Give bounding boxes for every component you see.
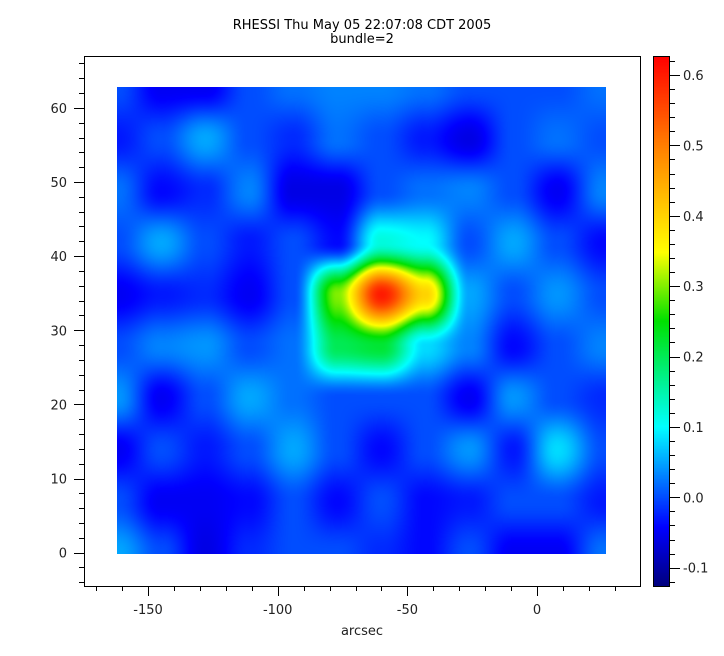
- colorbar: [654, 56, 669, 586]
- colorbar-tick-label: 0.3: [683, 280, 704, 295]
- y-tick-label: 20: [50, 398, 67, 413]
- y-tick-label: 60: [50, 102, 67, 117]
- plot-frame: [84, 56, 641, 587]
- colorbar-tick-label: 0.2: [683, 351, 704, 366]
- colorbar-tick-label: 0.1: [683, 421, 704, 436]
- y-tick-label: 40: [50, 250, 67, 265]
- chart-subtitle: bundle=2: [330, 32, 394, 47]
- x-tick-label: 0: [533, 603, 541, 618]
- x-axis-label: arcsec: [341, 624, 383, 639]
- x-tick-label: -150: [133, 603, 163, 618]
- heatmap-image: [117, 87, 606, 554]
- colorbar-tick-label: 0.6: [683, 69, 704, 84]
- x-tick-label: -50: [397, 603, 418, 618]
- colorbar-frame: [653, 56, 670, 587]
- chart-title: RHESSI Thu May 05 22:07:08 CDT 2005: [232, 18, 492, 33]
- x-tick-label: -100: [263, 603, 293, 618]
- colorbar-tick-label: 0.4: [683, 210, 704, 225]
- colorbar-tick-label: -0.1: [683, 562, 708, 577]
- y-tick-label: 10: [50, 473, 67, 488]
- colorbar-tick-label: 0.5: [683, 139, 704, 154]
- y-tick-label: 50: [50, 176, 67, 191]
- y-tick-label: 30: [50, 324, 67, 339]
- y-tick-label: 0: [59, 547, 67, 562]
- colorbar-tick-label: 0.0: [683, 491, 704, 506]
